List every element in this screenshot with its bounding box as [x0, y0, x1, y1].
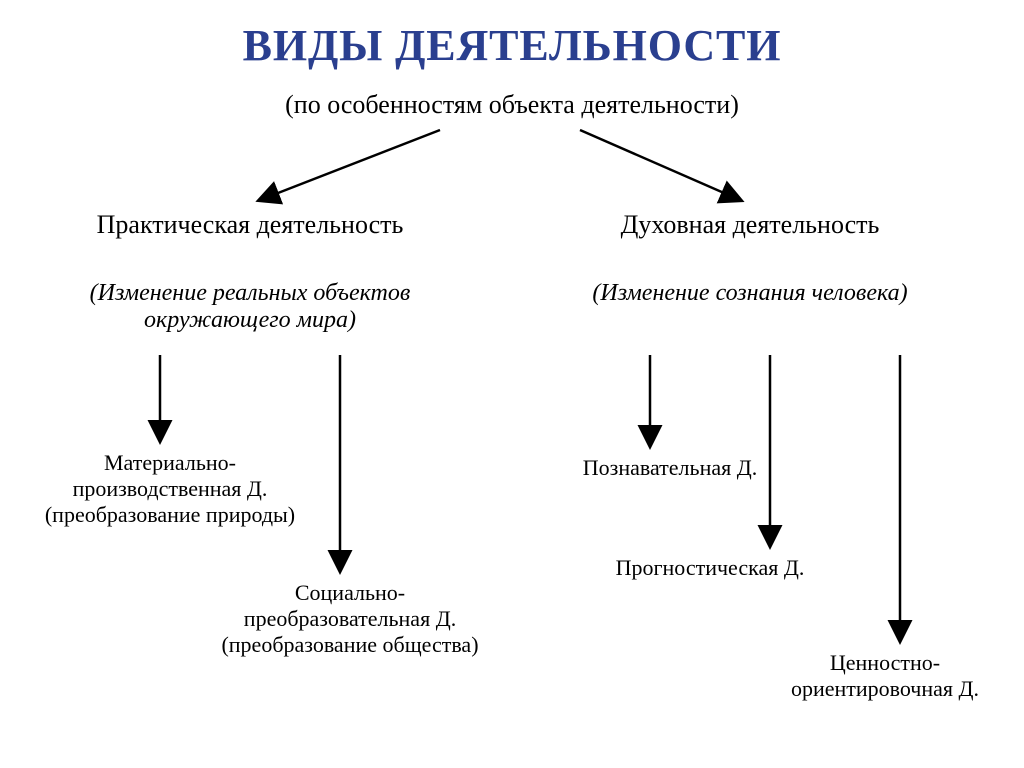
leaf-right-0: Познавательная Д.: [540, 455, 800, 481]
leaf-left-1: Социально-преобразовательная Д. (преобра…: [210, 580, 490, 658]
leaf-right-2: Ценностно-ориентировочная Д.: [760, 650, 1010, 702]
branch-left-desc: (Изменение реальных объектов окружающего…: [30, 280, 470, 334]
branch-right-desc: (Изменение сознания человека): [560, 280, 940, 307]
leaf-left-0: Материально-производственная Д. (преобра…: [30, 450, 310, 528]
leaf-right-1: Прогностическая Д.: [560, 555, 860, 581]
diagram-title: ВИДЫ ДЕЯТЕЛЬНОСТИ: [0, 20, 1024, 71]
arrow-main-right: [580, 130, 740, 200]
branch-left-head: Практическая деятельность: [60, 210, 440, 240]
branch-right-head: Духовная деятельность: [560, 210, 940, 240]
arrow-main-left: [260, 130, 440, 200]
diagram-subtitle: (по особенностям объекта деятельности): [0, 90, 1024, 120]
